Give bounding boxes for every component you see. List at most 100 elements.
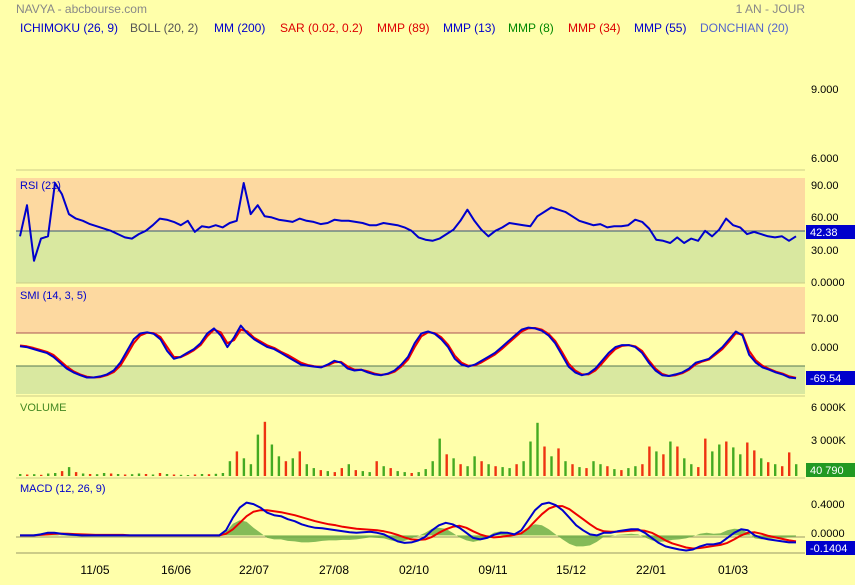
volume-bar <box>578 467 581 476</box>
volume-bar <box>655 451 658 476</box>
symbol-title: NAVYA - abcbourse.com <box>16 2 147 16</box>
volume-bar <box>67 467 71 476</box>
volume-bar <box>571 464 574 476</box>
volume-bar <box>186 475 190 476</box>
x-tick-label: 01/03 <box>718 563 748 577</box>
smi-last-value: -69.54 <box>810 373 841 385</box>
volume-bar <box>417 472 420 476</box>
volume-bar <box>312 468 315 476</box>
volume-last-badge <box>806 463 855 477</box>
volume-bar <box>438 438 441 476</box>
rsi-zone-low <box>16 231 805 283</box>
volume-bar <box>459 464 462 476</box>
macd-line <box>20 501 796 552</box>
rsi-tick-90: 90.00 <box>811 180 839 192</box>
macd-last-value: -0.1404 <box>810 543 847 555</box>
volume-bar <box>47 473 50 476</box>
volume-bar <box>739 454 742 476</box>
volume-bar <box>207 474 211 476</box>
volume-bar <box>382 466 385 476</box>
volume-bar <box>102 473 106 476</box>
volume-bar <box>480 461 483 476</box>
legend-indicator: MMP (8) <box>508 21 554 35</box>
volume-bar <box>95 474 99 476</box>
indicator-legend: ICHIMOKU (26, 9) BOLL (20, 2) MM (200) SAR … <box>20 21 789 35</box>
volume-bar <box>74 472 78 476</box>
volume-bar <box>788 452 791 476</box>
volume-bar <box>375 461 378 476</box>
macd-title: MACD (12, 26, 9) <box>20 483 106 495</box>
volume-bar <box>410 473 413 476</box>
volume-bar <box>697 467 700 476</box>
volume-tick-6000k: 6 000K <box>811 402 847 414</box>
volume-bar <box>732 447 735 476</box>
volume-bar <box>690 464 693 476</box>
x-tick-label: 27/08 <box>319 563 349 577</box>
rsi-tick-30: 30.00 <box>811 245 839 257</box>
volume-bar <box>648 446 651 476</box>
volume-bar <box>305 464 308 476</box>
legend-indicator: MMP (13) <box>443 21 495 35</box>
rsi-title: RSI (21) <box>20 180 61 192</box>
volume-bar <box>361 471 364 476</box>
volume-bar <box>277 456 281 476</box>
volume-bar <box>634 466 637 476</box>
volume-bar <box>54 473 57 476</box>
rsi-tick-60: 60.00 <box>811 212 839 224</box>
volume-bar <box>529 441 532 476</box>
volume-bar <box>158 473 162 476</box>
volume-bar <box>564 461 567 476</box>
volume-bar <box>214 473 218 476</box>
legend-indicator: DONCHIAN (20) <box>700 21 789 35</box>
volume-bar <box>557 448 560 476</box>
volume-bar <box>473 456 476 476</box>
volume-bar <box>228 461 232 476</box>
legend-indicator: MMP (89) <box>377 21 429 35</box>
x-tick-label: 11/05 <box>80 563 109 577</box>
volume-bar <box>33 474 36 476</box>
volume-bar <box>753 450 756 476</box>
volume-bar <box>725 441 728 476</box>
volume-bar <box>221 473 225 476</box>
volume-bar <box>130 474 134 476</box>
volume-bar <box>676 446 679 476</box>
volume-bar <box>235 451 239 476</box>
volume-bar <box>242 458 246 476</box>
volume-bar <box>396 471 399 476</box>
price-tick-6: 6.000 <box>811 153 839 165</box>
volume-bar <box>263 421 267 476</box>
volume-bar <box>550 456 553 476</box>
rsi-tick-0: 0.0000 <box>811 277 845 289</box>
volume-bar <box>760 458 763 476</box>
volume-bar <box>270 444 274 476</box>
volume-last-value: 40 790 <box>810 465 844 477</box>
volume-bar <box>179 474 183 476</box>
volume-bar <box>354 470 357 476</box>
volume-bar <box>60 471 64 476</box>
volume-bar <box>627 468 630 476</box>
volume-title: VOLUME <box>20 402 66 414</box>
macd-last-badge <box>806 541 855 555</box>
volume-tick-3000k: 3 000K <box>811 435 847 447</box>
macd-tick-04: 0.4000 <box>811 499 845 511</box>
volume-bar <box>487 464 490 476</box>
volume-bar <box>445 454 448 476</box>
volume-bar <box>620 470 623 476</box>
volume-bar <box>109 473 113 476</box>
volume-bar <box>424 469 427 476</box>
volume-bar <box>746 442 749 476</box>
legend-indicator: SAR (0.02, 0.2) <box>280 21 363 35</box>
volume-bar <box>116 474 120 476</box>
volume-bar <box>256 434 260 476</box>
volume-bar <box>494 466 497 476</box>
volume-bar <box>795 464 798 476</box>
rsi-line <box>19 182 797 262</box>
volume-bar <box>389 468 392 476</box>
macd-tick-0: 0.0000 <box>811 528 845 540</box>
volume-bar <box>515 464 518 476</box>
volume-bar <box>26 474 29 476</box>
volume-bar <box>249 464 253 476</box>
volume-bar <box>284 461 288 476</box>
volume-bar <box>466 466 469 476</box>
